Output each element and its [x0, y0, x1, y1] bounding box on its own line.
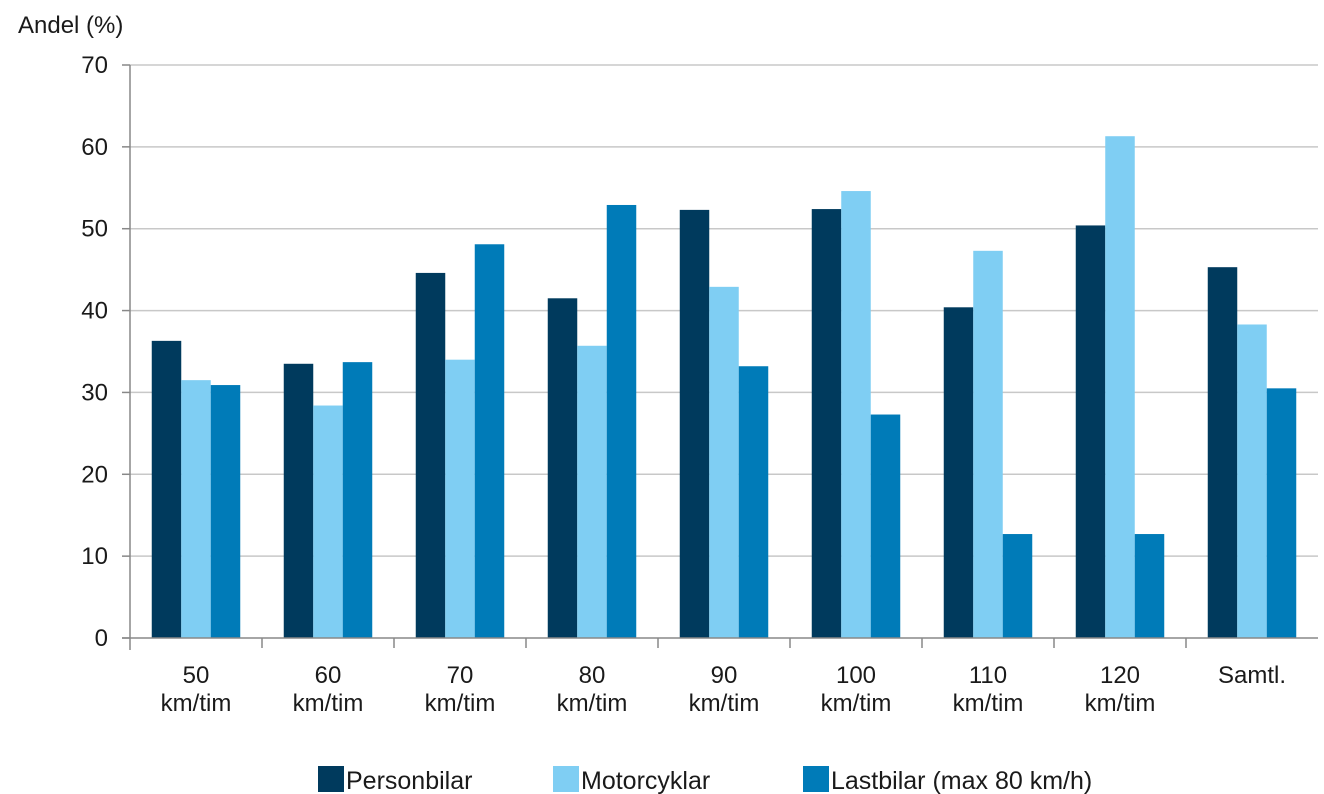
y-tick-label: 40: [81, 298, 108, 325]
bar-motorcyklar-6: [973, 250, 1003, 638]
bar-lastbilar-7: [1134, 534, 1165, 638]
x-tick-label: km/tim: [425, 690, 496, 717]
x-tick-label: Samtl.: [1218, 662, 1286, 689]
legend-swatch: [803, 766, 829, 792]
bar-motorcyklar-5: [841, 191, 871, 638]
x-tick-label: km/tim: [689, 690, 760, 717]
x-tick-label: km/tim: [557, 690, 628, 717]
legend-label: Lastbilar (max 80 km/h): [831, 767, 1092, 794]
y-tick-label: 30: [81, 379, 108, 406]
x-tick-label: 110: [969, 662, 1007, 689]
bar-personbilar-6: [943, 307, 974, 638]
x-tick-label: km/tim: [953, 690, 1024, 717]
bar-motorcyklar-2: [445, 359, 475, 638]
x-tick-label: km/tim: [293, 690, 364, 717]
bar-lastbilar-1: [342, 362, 373, 638]
x-tick-label: 50: [183, 662, 210, 689]
y-tick-label: 70: [81, 52, 108, 79]
bar-motorcyklar-3: [577, 345, 607, 638]
legend: Personbilar Motorcyklar Lastbilar (max 80 …: [318, 766, 1092, 794]
x-tick-label: km/tim: [821, 690, 892, 717]
x-tick-label: 120: [1100, 662, 1140, 689]
bar-motorcyklar-7: [1105, 136, 1135, 639]
bar-motorcyklar-8: [1237, 324, 1267, 638]
x-tick-label: km/tim: [161, 690, 232, 717]
bar-lastbilar-2: [474, 244, 505, 638]
bar-lastbilar-8: [1266, 388, 1297, 638]
axes: [122, 64, 1318, 650]
x-tick-label: km/tim: [1085, 690, 1156, 717]
y-tick-labels: 0 10 20 30 40 50 60 70: [81, 52, 108, 652]
bars: [151, 136, 1297, 639]
legend-label: Personbilar: [346, 767, 472, 794]
bar-lastbilar-4: [738, 366, 769, 638]
y-tick-label: 60: [81, 134, 108, 161]
x-tick-label: 100: [836, 662, 876, 689]
bar-lastbilar-6: [1002, 534, 1033, 638]
bar-motorcyklar-1: [313, 405, 343, 638]
legend-swatch: [318, 766, 344, 792]
bar-motorcyklar-4: [709, 286, 739, 638]
bar-personbilar-8: [1207, 267, 1238, 638]
bar-personbilar-5: [811, 209, 842, 638]
y-tick-label: 10: [81, 543, 108, 570]
legend-swatch: [553, 766, 579, 792]
legend-label: Motorcyklar: [581, 767, 710, 794]
x-tick-label: 90: [711, 662, 738, 689]
bar-lastbilar-5: [870, 414, 901, 638]
bar-personbilar-2: [415, 272, 446, 638]
y-tick-label: 0: [95, 625, 108, 652]
y-tick-label: 50: [81, 216, 108, 243]
y-axis-title: Andel (%): [18, 12, 123, 39]
bar-personbilar-4: [679, 209, 710, 638]
bar-lastbilar-3: [606, 204, 637, 638]
x-tick-label: 70: [447, 662, 474, 689]
bar-personbilar-0: [151, 340, 182, 638]
bar-personbilar-3: [547, 298, 578, 638]
x-tick-label: 60: [315, 662, 342, 689]
bar-motorcyklar-0: [181, 380, 211, 638]
bar-personbilar-1: [283, 363, 314, 638]
bar-personbilar-7: [1075, 225, 1106, 638]
bar-lastbilar-0: [210, 385, 241, 638]
x-tick-label: 80: [579, 662, 606, 689]
y-tick-label: 20: [81, 461, 108, 488]
x-tick-labels: 50km/tim60km/tim70km/tim80km/tim90km/tim…: [161, 662, 1286, 717]
